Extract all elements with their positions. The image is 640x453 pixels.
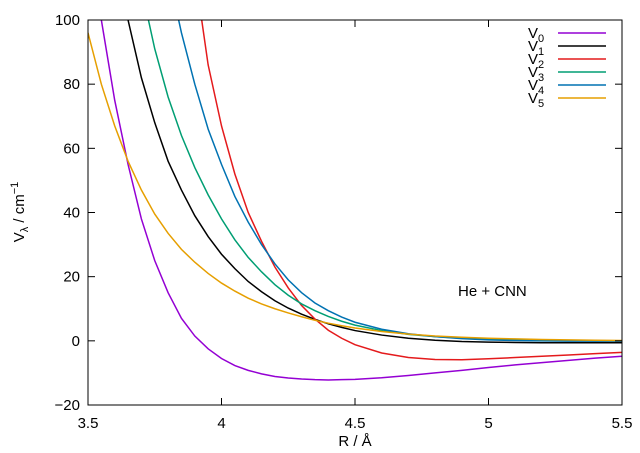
legend-label-2: V2 xyxy=(528,51,544,71)
y-axis-label-rest: / cm xyxy=(11,194,28,227)
y-tick-label: 100 xyxy=(55,12,80,29)
x-tick-label: 3.5 xyxy=(78,415,99,432)
legend-label-sub: 0 xyxy=(538,33,544,45)
annotation: He + CNN xyxy=(458,283,527,300)
series-line-2 xyxy=(200,20,622,361)
series-line-5 xyxy=(88,32,622,342)
x-tick-label: 4 xyxy=(217,415,225,432)
y-tick-label: 40 xyxy=(63,205,80,222)
legend-label-4: V4 xyxy=(528,77,544,97)
series-line-0 xyxy=(100,20,622,381)
legend-label-base: V xyxy=(528,77,538,94)
series-line-1 xyxy=(127,20,622,344)
y-axis-label-sup: −1 xyxy=(9,182,21,195)
legend-label-sub: 3 xyxy=(538,72,544,84)
y-tick-label: 20 xyxy=(63,269,80,286)
series-line-4 xyxy=(177,20,622,342)
y-tick-label: −20 xyxy=(55,397,80,414)
legend-label-sub: 4 xyxy=(538,85,544,97)
legend-label-sub: 2 xyxy=(538,59,544,71)
y-axis-label-base: V xyxy=(11,232,28,242)
legend-label-5: V5 xyxy=(528,90,544,110)
legend-label-base: V xyxy=(528,64,538,81)
x-axis-label: R / Å xyxy=(338,433,371,450)
series-layer xyxy=(88,20,622,381)
y-tick-label: 60 xyxy=(63,140,80,157)
legend-label-sub: 5 xyxy=(538,98,544,110)
y-axis-label: Vλ / cm−1 xyxy=(9,182,31,243)
x-tick-label: 4.5 xyxy=(345,415,366,432)
legend-label-base: V xyxy=(528,38,538,55)
legend-label-sub: 1 xyxy=(538,46,544,58)
y-tick-label: 80 xyxy=(63,76,80,93)
legend-label-3: V3 xyxy=(528,64,544,84)
legend-label-base: V xyxy=(528,25,538,42)
x-tick-label: 5.5 xyxy=(612,415,633,432)
y-axis-label-sub: λ xyxy=(19,226,31,232)
legend-label-0: V0 xyxy=(528,25,544,45)
series-line-3 xyxy=(147,20,622,342)
legend-label-base: V xyxy=(528,90,538,107)
legend-label-base: V xyxy=(528,51,538,68)
y-tick-label: 0 xyxy=(72,333,80,350)
legend-label-1: V1 xyxy=(528,38,544,58)
x-tick-label: 5 xyxy=(484,415,492,432)
